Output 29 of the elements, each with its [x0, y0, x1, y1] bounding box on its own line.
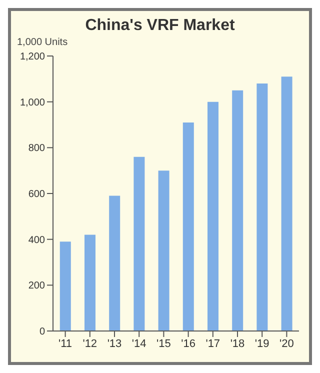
y-axis-title: 1,000 Units: [17, 37, 69, 48]
y-tick-label: 200: [28, 280, 46, 292]
y-tick-label: 1,000: [20, 97, 46, 108]
x-tick-label: '19: [254, 338, 270, 350]
bar: [182, 122, 194, 331]
bar: [232, 90, 244, 331]
bar: [60, 242, 71, 331]
bar: [256, 84, 268, 331]
x-tick-label: '13: [107, 338, 122, 350]
bar: [109, 196, 120, 331]
y-tick-label: 0: [39, 326, 46, 338]
x-tick-label: '17: [206, 338, 220, 350]
bar: [281, 76, 292, 331]
x-tick-label: '14: [132, 338, 146, 350]
x-tick-label: '20: [280, 338, 294, 350]
y-tick-label: 400: [28, 234, 46, 246]
x-tick-label: '11: [58, 338, 72, 350]
bar: [158, 170, 170, 331]
y-tick-label: 600: [28, 189, 46, 200]
x-tick-label: '12: [82, 338, 98, 350]
y-tick-label: 1,200: [20, 52, 46, 63]
bar: [84, 234, 96, 331]
bar: [207, 102, 218, 331]
x-tick-label: '15: [156, 338, 171, 350]
y-tick-label: 800: [28, 143, 46, 154]
chart-title: China's VRF Market: [84, 17, 236, 35]
x-tick-label: '16: [181, 338, 196, 350]
x-tick-label: '18: [230, 338, 245, 350]
bar: [134, 156, 145, 331]
